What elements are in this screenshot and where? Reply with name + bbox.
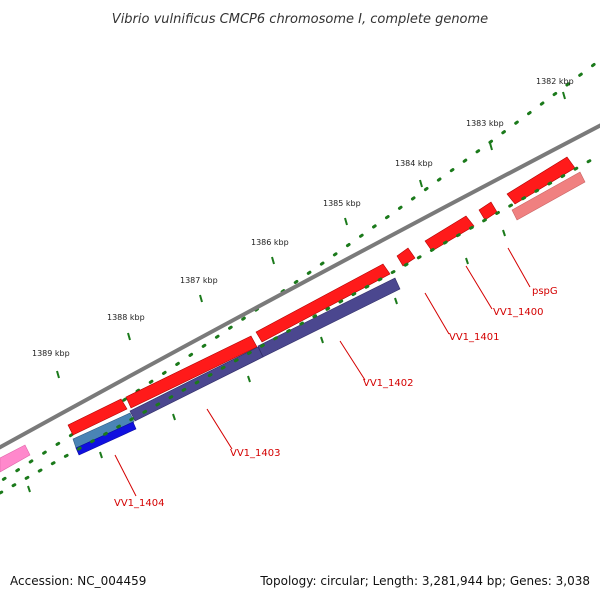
genome-title: Vibrio vulnificus CMCP6 chromosome I, co…: [112, 12, 488, 27]
tick-major: [247, 375, 251, 383]
tick-major: [56, 370, 60, 379]
leader-line: [114, 454, 137, 497]
genome-summary-text: Topology: circular; Length: 3,281,944 bp…: [259, 574, 590, 588]
tick-major: [465, 257, 469, 265]
tick-major: [27, 485, 31, 493]
blue-feature[interactable]: [75, 421, 137, 456]
kbp-label: 1388 kbp: [107, 313, 145, 322]
accession-text: Accession: NC_004459: [10, 574, 146, 588]
gene-label-VV1-1403[interactable]: VV1_1403: [230, 448, 281, 459]
gene-leader-lines: [114, 247, 531, 497]
blast-hit-feature[interactable]: [511, 171, 586, 221]
gene-label-VV1-1400[interactable]: VV1_1400: [493, 307, 544, 318]
kbp-label: 1384 kbp: [395, 159, 433, 168]
leader-line: [507, 247, 531, 288]
tick-major: [344, 217, 348, 226]
tick-major: [394, 297, 398, 305]
tick-major: [489, 142, 493, 151]
tick-major: [502, 229, 506, 237]
leader-line: [339, 340, 366, 381]
gene-label-VV1-1404[interactable]: VV1_1404: [114, 498, 165, 509]
cds-forward-arrow[interactable]: [255, 263, 391, 343]
tick-major: [419, 179, 423, 188]
cds-forward-arrow[interactable]: [424, 215, 475, 252]
tick-major: [271, 256, 275, 265]
pink-feature[interactable]: [0, 444, 31, 473]
cds-reverse-arrow[interactable]: [72, 412, 135, 449]
forward-cds-track: [67, 156, 576, 436]
cds-forward-arrow[interactable]: [67, 398, 128, 436]
gene-label-VV1-1402[interactable]: VV1_1402: [363, 378, 414, 389]
leader-line: [424, 292, 450, 335]
cds-forward-arrow[interactable]: [396, 247, 416, 267]
kbp-label: 1383 kbp: [466, 119, 504, 128]
leader-line: [465, 265, 493, 310]
inner-tick-ring: [0, 153, 600, 495]
tick-major: [127, 332, 131, 341]
cds-forward-arrow[interactable]: [478, 201, 498, 221]
cds-forward-arrow[interactable]: [125, 335, 258, 409]
reverse-cds-track: [72, 277, 401, 456]
tick-major: [172, 413, 176, 421]
gene-label-VV1-1401[interactable]: VV1_1401: [449, 332, 500, 343]
kbp-label: 1389 kbp: [32, 349, 70, 358]
kbp-label: 1387 kbp: [180, 276, 218, 285]
outer-tick-ring: [0, 58, 600, 484]
tick-major: [562, 91, 566, 100]
chromosome-backbone: [0, 123, 600, 450]
cds-reverse-arrow[interactable]: [257, 277, 401, 358]
tick-major: [99, 451, 103, 459]
leader-line: [206, 408, 233, 450]
tick-major: [199, 294, 203, 303]
kbp-label: 1386 kbp: [251, 238, 289, 247]
gene-label-pspG[interactable]: pspG: [532, 286, 558, 297]
kbp-label: 1385 kbp: [323, 199, 361, 208]
kbp-label: 1382 kbp: [536, 77, 574, 86]
tick-major: [320, 336, 324, 344]
